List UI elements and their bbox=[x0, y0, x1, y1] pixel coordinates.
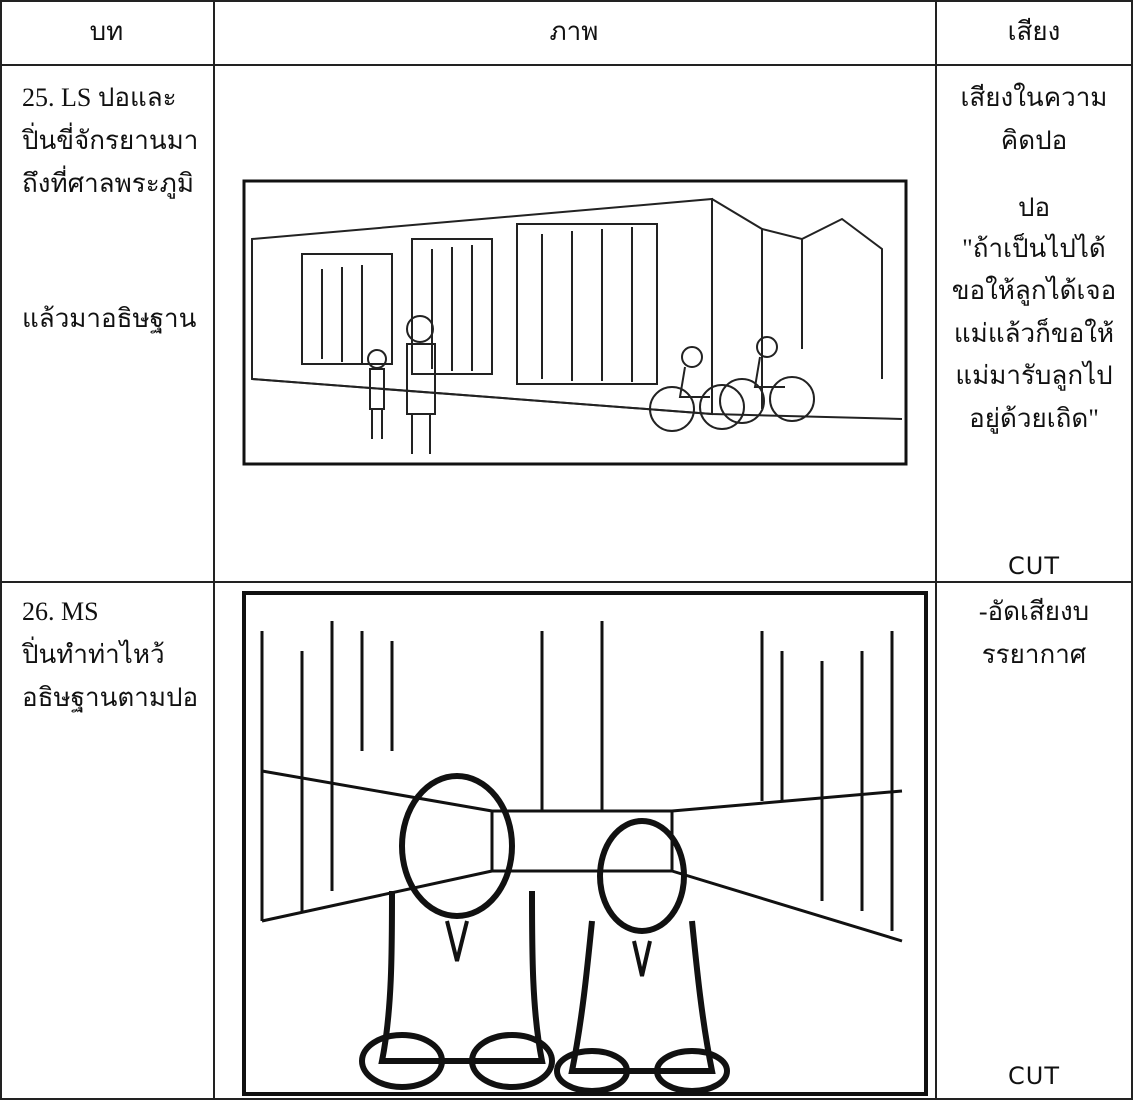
row-rule bbox=[0, 581, 1133, 583]
header-cell: บท bbox=[89, 17, 124, 46]
sound-line: -อัดเสียงบ bbox=[978, 597, 1090, 626]
row-rule bbox=[0, 64, 1133, 66]
header-cell: เสียง bbox=[1007, 17, 1061, 46]
script-line: ปิ่นขี่จักรยานมา bbox=[22, 126, 199, 155]
sound-line: แม่มารับลูกไป bbox=[955, 361, 1113, 390]
script-line: ถึงที่ศาลพระภูมิ bbox=[22, 169, 194, 198]
script-line: 25. LS ปอและ bbox=[22, 83, 177, 112]
script-line: 26. MS bbox=[22, 597, 99, 626]
sound-line: คิดปอ bbox=[1000, 126, 1068, 155]
script-line: ปิ่นทำท่าไหว้ bbox=[22, 640, 165, 669]
sound-line: เสียงในความ bbox=[960, 83, 1108, 112]
storyboard-sketch bbox=[242, 179, 908, 466]
sound-line: อยู่ด้วยเถิด" bbox=[969, 404, 1099, 433]
sound-line: "ถ้าเป็นไปได้ bbox=[962, 234, 1106, 263]
sound-line: แม่แล้วก็ขอให้ bbox=[953, 319, 1115, 348]
script-line: แล้วมาอธิษฐาน bbox=[22, 304, 197, 333]
cut-label: CUT bbox=[1008, 552, 1060, 580]
column-rule bbox=[213, 0, 215, 1100]
storyboard-sketch bbox=[242, 591, 928, 1096]
cut-label: CUT bbox=[1008, 1062, 1060, 1090]
sound-line: รรยากาศ bbox=[981, 640, 1087, 669]
sound-line: ปอ bbox=[1017, 193, 1051, 222]
column-rule bbox=[935, 0, 937, 1100]
sound-line: ขอให้ลูกได้เจอ bbox=[951, 276, 1117, 305]
header-cell: ภาพ bbox=[549, 17, 599, 46]
script-line: อธิษฐานตามปอ bbox=[22, 683, 199, 712]
